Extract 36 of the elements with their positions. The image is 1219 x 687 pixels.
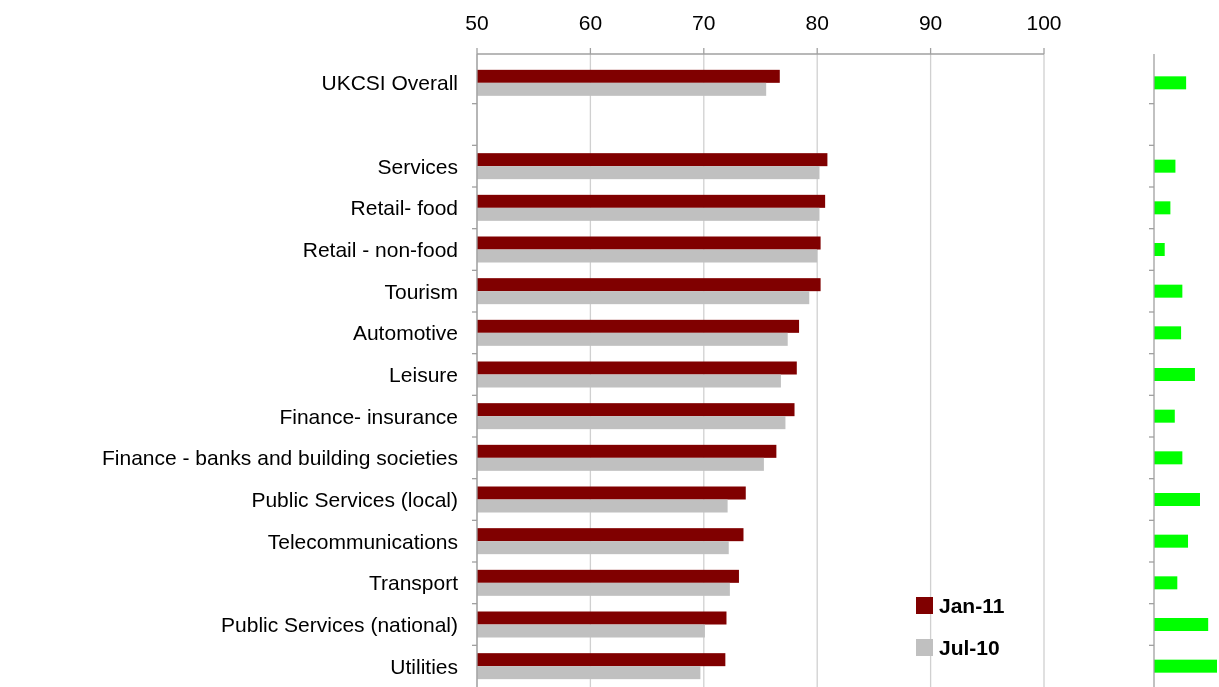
- legend-label: Jul-10: [939, 635, 1000, 659]
- bar: [1154, 576, 1178, 590]
- y-tick-label: Transport: [368, 571, 459, 595]
- x-tick-label: 80: [805, 11, 829, 34]
- x-tick-label: 90: [918, 11, 943, 34]
- bar: [1154, 493, 1200, 506]
- y-tick-label: Public Services (local): [251, 487, 458, 511]
- x-tick-label: 60: [578, 11, 603, 34]
- bar: [1154, 368, 1195, 381]
- y-tick-label: UKCSI Overall: [321, 71, 458, 95]
- bar: [1154, 659, 1217, 673]
- y-tick-label: Leisure: [389, 362, 458, 386]
- bar: [1154, 409, 1175, 423]
- y-tick-label: Utilities: [390, 654, 458, 678]
- bar: [1154, 159, 1176, 173]
- bar: [1154, 618, 1209, 631]
- x-tick-label: 100: [1026, 11, 1062, 34]
- y-tick-label: Finance- insurance: [279, 404, 458, 428]
- y-tick-label: Retail - non-food: [302, 237, 458, 261]
- x-tick-label: 50: [465, 11, 489, 34]
- bar: [1154, 534, 1189, 548]
- bar: [1154, 326, 1182, 340]
- bar: [1154, 76, 1187, 90]
- y-tick-label: Finance - banks and building societies: [101, 446, 458, 470]
- y-tick-label: Tourism: [384, 279, 458, 303]
- bar: [1154, 243, 1165, 256]
- y-tick-label: Services: [377, 154, 458, 178]
- y-tick-label: Automotive: [352, 321, 458, 345]
- legend-label: Jan-11: [939, 593, 1005, 617]
- bar: [1154, 284, 1183, 298]
- bar: [1154, 201, 1171, 215]
- y-tick-label: Public Services (national): [221, 612, 458, 636]
- y-tick-label: Telecommunications: [267, 529, 458, 553]
- x-tick-label: 70: [692, 11, 716, 34]
- bar: [1154, 451, 1183, 465]
- y-tick-label: Retail- food: [350, 196, 458, 220]
